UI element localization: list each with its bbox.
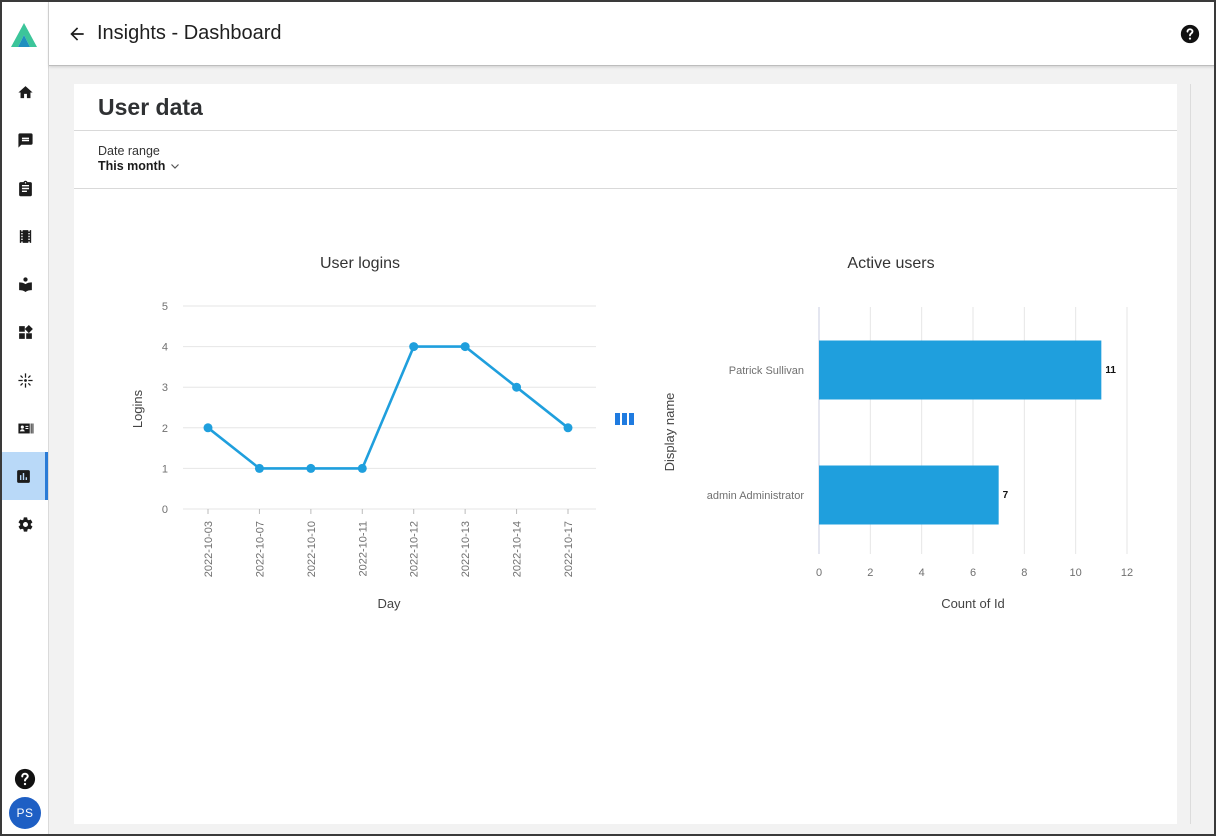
data-point[interactable] [357, 463, 367, 473]
bar-chart-icon [17, 469, 30, 483]
sidebar-item-home[interactable] [2, 68, 48, 116]
bar-value-label: 7 [1003, 490, 1009, 501]
x-tick-label: 2022-10-07 [254, 521, 266, 577]
category-label: Patrick Sullivan [729, 365, 804, 377]
film-icon [19, 229, 31, 243]
data-point[interactable] [203, 423, 213, 433]
header: Insights - Dashboard [49, 2, 1214, 66]
panel-title: User data [98, 94, 203, 120]
scroll-track[interactable] [1190, 84, 1191, 824]
app-logo-icon[interactable] [9, 21, 39, 49]
x-axis-label: Count of Id [941, 596, 1005, 611]
data-point[interactable] [460, 342, 470, 352]
sidebar-item-learning[interactable] [2, 260, 48, 308]
y-tick-label: 4 [162, 342, 168, 354]
sidebar-item-widgets[interactable] [2, 308, 48, 356]
sidebar-item-assignments[interactable] [2, 164, 48, 212]
x-tick-label: 10 [1070, 567, 1082, 579]
back-arrow-icon[interactable] [67, 24, 87, 44]
x-tick-label: 2 [867, 567, 873, 579]
y-tick-label: 3 [162, 382, 168, 394]
date-range-value: This month [98, 159, 166, 173]
widgets-icon [18, 324, 33, 339]
x-tick-label: 2022-10-11 [357, 521, 369, 576]
chat-icon [17, 132, 33, 148]
bar[interactable] [819, 340, 1102, 400]
bar-value-label: 11 [1105, 365, 1116, 376]
data-point[interactable] [563, 423, 573, 433]
date-range-dropdown[interactable]: This month [98, 159, 180, 173]
user-avatar[interactable]: PS [9, 797, 41, 829]
y-axis-label: Display name [662, 393, 677, 472]
chart-title: Active users [847, 255, 934, 272]
sparkle-icon [17, 372, 33, 388]
x-tick-label: 6 [970, 567, 976, 579]
date-range-label: Date range [98, 144, 160, 158]
x-tick-label: 4 [919, 567, 925, 579]
data-point[interactable] [254, 463, 264, 473]
x-tick-label: 0 [816, 567, 822, 579]
divider [74, 188, 1177, 189]
help-icon[interactable] [14, 768, 36, 790]
active-users-chart: Active users 0 2 4 6 8 10 12 Patrick Sullivan 1… [662, 255, 1133, 611]
help-icon[interactable] [1180, 24, 1200, 44]
sidebar-item-integrations[interactable] [2, 356, 48, 404]
chart-title: User logins [320, 255, 400, 272]
y-tick-label: 0 [162, 504, 168, 516]
bar-columns-icon[interactable] [615, 413, 634, 425]
sidebar-item-settings[interactable] [2, 500, 48, 548]
home-icon [17, 85, 33, 98]
divider [74, 130, 1177, 131]
user-logins-chart: User logins 0 1 2 3 4 5 2022-10-03 2022-10-07 2… [130, 255, 596, 611]
y-axis-label: Logins [130, 389, 145, 428]
page-title: Insights - Dashboard [97, 22, 282, 44]
data-point[interactable] [512, 382, 522, 392]
y-tick-label: 1 [162, 463, 168, 475]
x-axis-label: Day [377, 596, 401, 611]
category-label: admin Administrator [707, 490, 805, 502]
x-tick-label: 2022-10-03 [203, 521, 215, 577]
x-tick-label: 2022-10-12 [409, 521, 421, 577]
series-line [207, 345, 569, 470]
sidebar-item-chat[interactable] [2, 116, 48, 164]
x-tick-label: 12 [1121, 567, 1133, 579]
x-tick-label: 2022-10-17 [563, 521, 575, 577]
sidebar: PS [2, 2, 49, 834]
y-tick-label: 2 [162, 423, 168, 435]
x-tick-label: 8 [1021, 567, 1027, 579]
sidebar-item-directory[interactable] [2, 404, 48, 452]
x-tick-label: 2022-10-13 [460, 521, 472, 577]
data-point[interactable] [306, 463, 316, 473]
bar[interactable] [819, 465, 999, 525]
chevron-down-icon [171, 164, 180, 169]
dashboard-panel: User data Date range This month User log… [74, 84, 1177, 824]
data-point[interactable] [409, 342, 419, 352]
book-icon [18, 276, 32, 292]
id-card-icon [17, 423, 33, 433]
sidebar-nav [2, 68, 49, 548]
sidebar-item-insights[interactable] [2, 452, 48, 500]
sidebar-item-media[interactable] [2, 212, 48, 260]
gear-icon [18, 516, 32, 532]
x-tick-label: 2022-10-10 [306, 521, 318, 577]
x-tick-label: 2022-10-14 [512, 521, 524, 577]
y-tick-label: 5 [162, 301, 168, 313]
clipboard-icon [18, 180, 32, 196]
